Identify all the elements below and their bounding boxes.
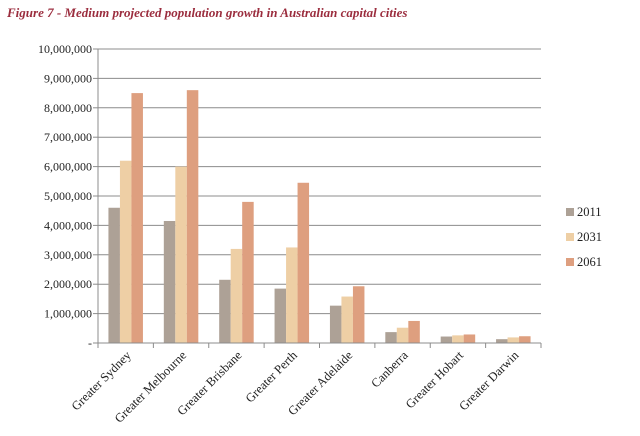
- gridlines: [98, 48, 541, 315]
- bar-2031: [507, 337, 520, 343]
- legend-label: 2011: [577, 205, 602, 219]
- bar-2031: [119, 160, 132, 343]
- y-tick-label: 2,000,000: [44, 277, 92, 291]
- legend-label: 2031: [577, 230, 602, 244]
- bar-2061: [131, 93, 143, 343]
- bar-2011: [219, 279, 231, 343]
- bar-2031: [341, 296, 353, 343]
- bar-2031: [396, 327, 409, 343]
- bar-2011: [440, 336, 453, 343]
- bar-2061: [242, 201, 254, 343]
- x-category-label: Canberra: [368, 348, 411, 391]
- y-tick-label: 6,000,000: [44, 160, 92, 174]
- bar-2011: [385, 332, 397, 343]
- y-tick-label: 9,000,000: [44, 71, 92, 85]
- bar-2061: [463, 334, 476, 343]
- bars: [108, 90, 531, 343]
- bar-2031: [286, 247, 298, 343]
- bar-2061: [408, 320, 420, 343]
- legend-swatch-2061: [566, 258, 574, 266]
- bar-2031: [175, 166, 187, 343]
- y-tick-label: 10,000,000: [38, 42, 92, 56]
- x-category-label: Greater Perth: [243, 348, 301, 406]
- bar-2011: [163, 220, 176, 343]
- y-tick-label: 1,000,000: [44, 307, 92, 321]
- bar-2031: [452, 335, 464, 343]
- y-tick-label: -: [88, 336, 92, 350]
- y-tick-label: 5,000,000: [44, 189, 92, 203]
- bar-2011: [329, 305, 342, 343]
- bar-2031: [230, 248, 243, 343]
- y-tick-label: 4,000,000: [44, 218, 92, 232]
- bar-2061: [352, 286, 365, 343]
- y-axis-ticks: - 1,000,000 2,000,000 3,000,000 4,000,000 5,0…: [38, 42, 98, 350]
- x-axis: [97, 49, 542, 348]
- y-tick-label: 8,000,000: [44, 101, 92, 115]
- bar-2061: [186, 90, 199, 343]
- legend-label: 2061: [577, 255, 602, 269]
- legend-swatch-2031: [566, 233, 574, 241]
- chart-title: Figure 7 - Medium projected population g…: [7, 5, 408, 20]
- legend-swatch-2011: [566, 208, 574, 216]
- bar-2011: [274, 288, 287, 343]
- bar-2061: [297, 182, 310, 343]
- y-tick-label: 7,000,000: [44, 130, 92, 144]
- legend: 2011 2031 2061: [566, 205, 602, 269]
- bar-2061: [519, 336, 531, 343]
- bar-2011: [496, 339, 508, 343]
- y-tick-label: 3,000,000: [44, 248, 92, 262]
- bar-2011: [108, 207, 120, 343]
- x-category-label: Greater Darwin: [456, 348, 522, 414]
